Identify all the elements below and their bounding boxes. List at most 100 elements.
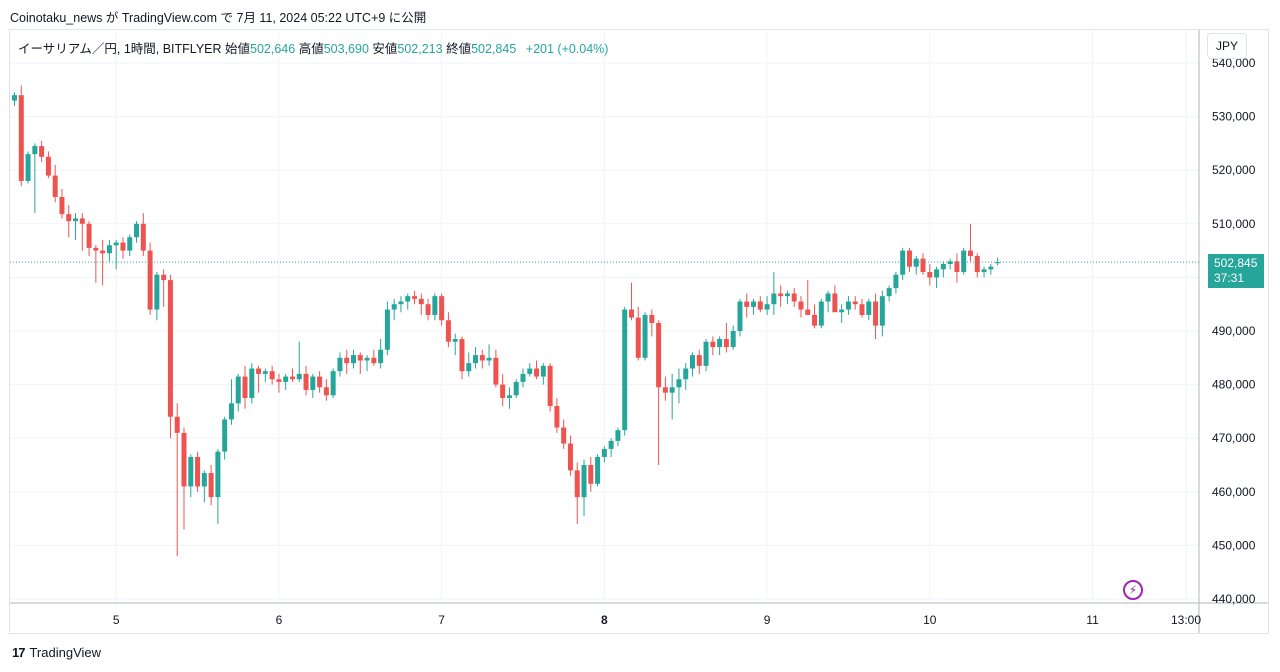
bar-countdown: 37:31 bbox=[1214, 271, 1245, 285]
candle-body bbox=[764, 304, 770, 310]
candle-body bbox=[784, 293, 790, 297]
candle-body bbox=[452, 339, 458, 342]
lightning-icon[interactable]: ⚡ bbox=[1123, 580, 1143, 600]
last-price-value: 502,845 bbox=[1214, 256, 1258, 270]
price-tick-label: 480,000 bbox=[1212, 378, 1256, 392]
candle-body bbox=[195, 456, 201, 487]
candle-body bbox=[751, 301, 757, 307]
candle-body bbox=[927, 272, 933, 278]
time-tick-label: 11 bbox=[1086, 613, 1099, 627]
price-tick-label: 450,000 bbox=[1212, 538, 1256, 552]
candle-body bbox=[337, 357, 343, 372]
candle-body bbox=[886, 288, 892, 297]
candle-body bbox=[59, 197, 65, 215]
candle-body bbox=[662, 387, 668, 393]
candle-body bbox=[378, 349, 384, 364]
low-value: 502,213 bbox=[397, 42, 443, 56]
candle-body bbox=[208, 473, 214, 498]
candle-body bbox=[771, 293, 777, 305]
price-tick-label: 520,000 bbox=[1212, 163, 1256, 177]
candle-body bbox=[690, 355, 695, 369]
candle-body bbox=[520, 373, 526, 382]
candle-body bbox=[595, 456, 601, 484]
candle-body bbox=[113, 242, 119, 246]
candle-body bbox=[86, 223, 92, 248]
last-price-tag: 502,845 37:31 bbox=[1208, 254, 1264, 288]
price-tick-label: 460,000 bbox=[1212, 485, 1256, 499]
candle-body bbox=[879, 296, 885, 326]
price-tick-label: 440,000 bbox=[1212, 592, 1256, 606]
candle-body bbox=[215, 451, 221, 498]
candle-body bbox=[100, 250, 106, 254]
candle-body bbox=[832, 293, 838, 313]
time-tick-label: 10 bbox=[923, 613, 937, 627]
chart-frame bbox=[9, 29, 1269, 634]
candle-body bbox=[825, 293, 831, 302]
candle-body bbox=[588, 465, 594, 484]
high-value: 503,690 bbox=[323, 42, 369, 56]
tradingview-logo[interactable]: 17 TradingView bbox=[12, 645, 101, 660]
candle-body bbox=[486, 357, 492, 361]
symbol-label[interactable]: イーサリアム／円, 1時間, BITFLYER bbox=[18, 42, 222, 56]
candle-body bbox=[859, 304, 865, 315]
candle-body bbox=[615, 430, 621, 441]
price-tick-label: 530,000 bbox=[1212, 110, 1256, 124]
candle-body bbox=[730, 331, 736, 348]
candle-body bbox=[351, 355, 356, 364]
candle-body bbox=[357, 355, 363, 361]
candle-body bbox=[920, 258, 926, 273]
candle-body bbox=[296, 373, 302, 380]
candle-body bbox=[601, 448, 607, 457]
candle-body bbox=[405, 296, 411, 302]
candle-body bbox=[79, 218, 85, 224]
publish-caption: Coinotaku_news が TradingView.com で 7月 11… bbox=[10, 11, 427, 25]
candle-body bbox=[493, 357, 499, 385]
candle-body bbox=[317, 376, 323, 388]
price-tick-label: 510,000 bbox=[1212, 217, 1256, 231]
open-value: 502,646 bbox=[250, 42, 296, 56]
candle-body bbox=[683, 368, 689, 380]
candle-body bbox=[628, 309, 634, 318]
candle-body bbox=[717, 339, 723, 348]
candle-body bbox=[500, 384, 506, 398]
candle-body bbox=[391, 304, 397, 310]
candle-body bbox=[39, 146, 45, 157]
candle-body bbox=[866, 301, 872, 315]
change-value: +201 (+0.04%) bbox=[525, 42, 609, 56]
candle-body bbox=[818, 301, 824, 326]
time-tick-label: 13:00 bbox=[1171, 613, 1201, 627]
candle-body bbox=[120, 242, 126, 251]
candle-body bbox=[757, 301, 763, 310]
candle-body bbox=[710, 341, 716, 348]
candle-body bbox=[134, 223, 140, 238]
candle-body bbox=[174, 416, 180, 433]
candle-body bbox=[547, 365, 553, 407]
candle-body bbox=[181, 432, 187, 487]
candle-body bbox=[913, 258, 919, 267]
candle-body bbox=[18, 95, 24, 181]
candle-body bbox=[459, 339, 465, 372]
candle-body bbox=[513, 381, 519, 396]
time-tick-label: 9 bbox=[764, 613, 771, 627]
candle-body bbox=[398, 301, 404, 305]
candle-body bbox=[161, 274, 167, 281]
candle-body bbox=[228, 403, 234, 420]
candle-body bbox=[798, 301, 804, 310]
close-label: 終値 bbox=[446, 42, 472, 56]
candle-body bbox=[669, 387, 675, 393]
candle-body bbox=[635, 317, 641, 358]
price-tick-label: 490,000 bbox=[1212, 324, 1256, 338]
candle-body bbox=[561, 427, 567, 444]
candle-body bbox=[66, 214, 72, 222]
candle-body bbox=[649, 314, 655, 323]
candle-body bbox=[384, 309, 390, 350]
candle-body bbox=[534, 368, 540, 377]
candle-body bbox=[32, 146, 38, 155]
tradingview-logo-text: TradingView bbox=[29, 645, 102, 660]
candle-body bbox=[479, 355, 485, 361]
candle-body bbox=[581, 465, 587, 498]
candle-body bbox=[167, 280, 173, 417]
candle-body bbox=[554, 406, 560, 428]
currency-button[interactable]: JPY bbox=[1207, 33, 1247, 59]
